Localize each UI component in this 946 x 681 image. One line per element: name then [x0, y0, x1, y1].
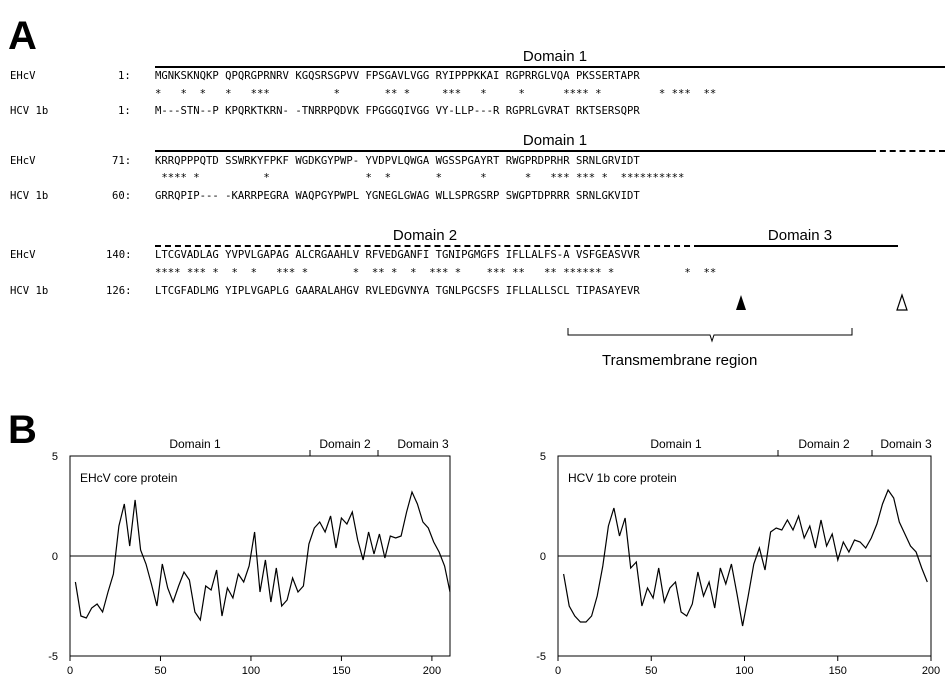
ehcv-sequence: LTCGVADLAG YVPVLGAPAG ALCRGAAHLV RFVEDGA…	[155, 249, 640, 261]
conservation-stars: * * * * *** * ** * *** * * **** * * *** …	[155, 88, 717, 100]
domain2-label: Domain 2	[392, 227, 458, 244]
y-tick-label: 5	[540, 451, 546, 463]
y-tick-label: 0	[540, 551, 546, 563]
hcv-name: HCV 1b	[10, 190, 49, 202]
x-tick-label: 50	[645, 665, 657, 677]
panel-a-letter: A	[8, 14, 37, 58]
ehcv-name: EHcV	[10, 155, 36, 167]
x-tick-label: 50	[154, 665, 166, 677]
transmembrane-bracket	[567, 328, 853, 343]
hcv-name: HCV 1b	[10, 285, 49, 297]
ehcv-name: EHcV	[10, 249, 36, 261]
plot-domain1-label: Domain 1	[650, 437, 702, 451]
ehcv-name: EHcV	[10, 70, 36, 82]
y-tick-label: 0	[52, 551, 58, 563]
domain1-bar-2	[155, 150, 870, 152]
plot-domain2-label: Domain 2	[798, 437, 850, 451]
domain2-dashed-bar	[155, 245, 700, 247]
plot-domain3-label: Domain 3	[397, 437, 449, 451]
y-tick-label: -5	[536, 651, 546, 663]
hydropathy-series-line	[563, 488, 928, 627]
x-tick-label: 200	[922, 665, 940, 677]
domain2-dashed-bar	[870, 150, 945, 152]
y-tick-label: -5	[48, 651, 58, 663]
x-tick-label: 150	[332, 665, 350, 677]
x-tick-label: 100	[735, 665, 753, 677]
hcv-name: HCV 1b	[10, 105, 49, 117]
x-tick-label: 0	[555, 665, 561, 677]
ehcv-start: 1:	[118, 70, 131, 82]
plot-domain2-label: Domain 2	[319, 437, 371, 451]
ehcv-start: 140:	[106, 249, 132, 261]
hydropathy-series-line	[74, 490, 451, 622]
panel-b-letter: B	[8, 408, 37, 452]
domain1-bar	[155, 66, 945, 68]
domain3-bar	[700, 245, 898, 247]
x-tick-label: 200	[423, 665, 441, 677]
hcv-hydropathy-plot: Domain 1 Domain 2 Domain 3 HCV 1b core p…	[536, 437, 940, 677]
ehcv-sequence: KRRQPPPQTD SSWRKYFPKF WGDKGYPWP- YVDPVLQ…	[155, 155, 640, 167]
ehcv-hydropathy-plot: Domain 1 Domain 2 Domain 3 EHcV core pro…	[48, 437, 451, 677]
transmembrane-label: Transmembrane region	[602, 352, 758, 369]
plot-domain1-label: Domain 1	[169, 437, 221, 451]
ehcv-start: 71:	[112, 155, 132, 167]
hcv-sequence: GRRQPIP--- -KARRPEGRA WAQPGYPWPL YGNEGLG…	[155, 190, 640, 202]
y-tick-label: 5	[52, 451, 58, 463]
domain1-label-2: Domain 1	[522, 132, 588, 149]
domain1-label: Domain 1	[522, 48, 588, 65]
ehcv-sequence: MGNKSKNQKP QPQRGPRNRV KGQSRSGPVV FPSGAVL…	[155, 70, 640, 82]
plot-title: HCV 1b core protein	[568, 471, 677, 485]
hcv-sequence: LTCGFADLMG YIPLVGAPLG GAARALAHGV RVLEDGV…	[155, 285, 640, 297]
plot-title: EHcV core protein	[80, 471, 177, 485]
hcv-start: 126:	[106, 285, 132, 297]
plot-domain3-label: Domain 3	[880, 437, 932, 451]
domain3-label: Domain 3	[767, 227, 833, 244]
hcv-start: 60:	[112, 190, 132, 202]
conservation-stars: **** *** * * * *** * * ** * * *** * *** …	[155, 267, 717, 279]
cleavage-open-triangle-icon	[896, 293, 908, 311]
hcv-start: 1:	[118, 105, 131, 117]
x-tick-label: 150	[829, 665, 847, 677]
cleavage-filled-triangle-icon	[736, 295, 746, 310]
x-tick-label: 100	[242, 665, 260, 677]
x-tick-label: 0	[67, 665, 73, 677]
hcv-sequence: M---STN--P KPQRKTKRN- -TNRRPQDVK FPGGGQI…	[155, 105, 640, 117]
conservation-stars: **** * * * * * * * *** *** * **********	[155, 172, 685, 184]
